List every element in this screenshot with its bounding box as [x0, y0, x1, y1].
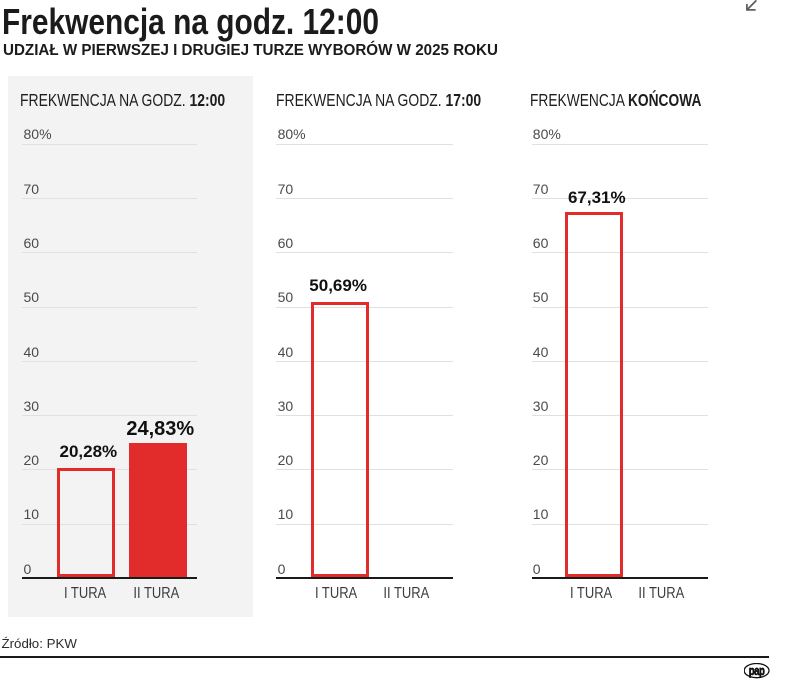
svg-text:pap: pap — [748, 665, 764, 679]
